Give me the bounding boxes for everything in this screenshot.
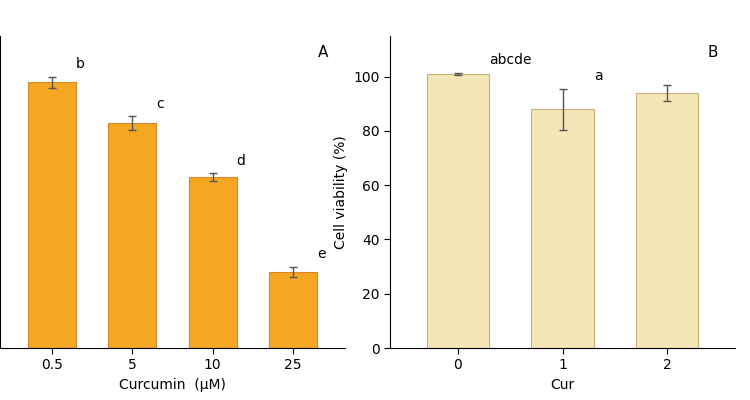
Text: abcde: abcde [489, 53, 532, 67]
Text: b: b [76, 57, 85, 71]
Bar [636, 93, 698, 348]
Bar [427, 74, 489, 348]
Bar [188, 177, 237, 348]
Bar [108, 123, 157, 348]
X-axis label: Cur: Cur [550, 378, 574, 392]
Bar [531, 109, 594, 348]
X-axis label: Curcumin  (μM): Curcumin (μM) [119, 378, 226, 392]
Y-axis label: Cell viability (%): Cell viability (%) [334, 135, 348, 249]
Text: e: e [317, 247, 326, 261]
Text: A: A [317, 45, 328, 60]
Text: a: a [594, 70, 602, 84]
Text: d: d [237, 154, 245, 168]
Text: B: B [707, 45, 718, 60]
Bar [28, 82, 76, 348]
Text: c: c [157, 97, 164, 111]
Bar [268, 272, 317, 348]
